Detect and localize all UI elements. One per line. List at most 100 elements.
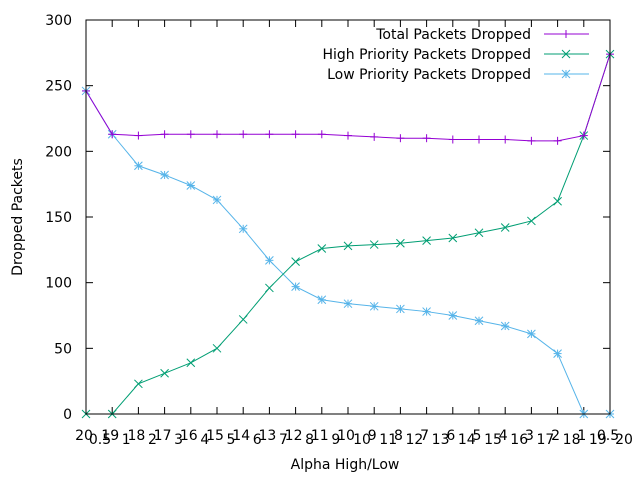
data-point [474, 228, 484, 238]
x-tick-label: 15 [206, 428, 224, 444]
y-tick-label: 200 [45, 144, 72, 160]
data-point [474, 316, 484, 326]
data-point [134, 131, 143, 140]
data-point [475, 135, 483, 144]
x-tick-label: 2 [551, 428, 560, 444]
legend: Total Packets Dropped High Priority Packe… [322, 27, 589, 83]
x-tick-label: 10 [337, 428, 355, 444]
x-tick-label: 6 [253, 432, 262, 448]
y-tick-label: 250 [45, 79, 72, 95]
data-point [343, 241, 353, 251]
data-point [160, 130, 169, 139]
data-point [527, 329, 536, 339]
data-point [422, 236, 431, 245]
data-point [448, 233, 458, 243]
x-tick-label: 0.5 [89, 432, 111, 448]
data-point [553, 349, 562, 358]
x-tick-label: 0.5 [597, 428, 619, 444]
x-tick-label: 5 [227, 432, 236, 448]
data-point [448, 135, 457, 144]
x-tick-label: 7 [420, 428, 429, 444]
x-tick-label: 12 [405, 432, 423, 448]
x-tick-label: 9 [331, 432, 340, 448]
x-tick-label: 16 [510, 432, 528, 448]
plot-area [81, 49, 615, 419]
data-point [553, 136, 562, 145]
data-point [396, 134, 405, 143]
x-tick-label: 15 [484, 432, 502, 448]
x-tick-label: 16 [180, 428, 198, 444]
y-tick-label: 50 [54, 341, 72, 357]
data-point [212, 195, 222, 205]
data-point [527, 216, 536, 226]
data-point [238, 315, 248, 324]
x-tick-label: 18 [563, 432, 581, 448]
x-tick-label: 4 [200, 432, 209, 448]
x-tick-label: 17 [536, 432, 554, 448]
x-tick-label: 19 [101, 428, 119, 444]
data-point [239, 130, 248, 139]
x-tick-label: 11 [311, 428, 329, 444]
x-tick-label: 13 [258, 428, 276, 444]
data-point [370, 132, 379, 141]
data-point [527, 136, 536, 145]
data-point [369, 240, 379, 249]
data-point [396, 304, 405, 314]
data-point [160, 170, 169, 180]
plot-frame [85, 19, 611, 415]
data-point [186, 130, 195, 139]
x-tick-label: 14 [232, 428, 250, 444]
data-point [500, 321, 510, 331]
series-high-priority-packets-dropped [81, 49, 615, 419]
y-axis-ticks: 0 50 100 150 200 250 300 [45, 13, 610, 423]
data-point [265, 283, 274, 293]
data-point [317, 130, 326, 139]
x-tick-label: 13 [432, 432, 450, 448]
data-point [186, 181, 196, 190]
series-total-packets-dropped [82, 50, 614, 145]
data-point [553, 196, 562, 206]
x-tick-label: 9 [368, 428, 377, 444]
legend-label: High Priority Packets Dropped [322, 47, 531, 63]
data-point [265, 130, 274, 139]
x-tick-label: 12 [285, 428, 303, 444]
x-tick-label: 3 [174, 432, 183, 448]
data-point [186, 358, 196, 368]
data-point [579, 131, 588, 140]
data-point [448, 311, 458, 320]
y-axis-label: Dropped Packets [10, 158, 26, 276]
data-point [344, 131, 352, 140]
legend-marker [561, 49, 571, 59]
series-low-priority-packets-dropped [81, 86, 615, 419]
x-tick-label: 2 [148, 432, 157, 448]
y-tick-label: 300 [45, 13, 72, 29]
x-tick-label: 11 [379, 432, 397, 448]
legend-marker [561, 69, 571, 79]
legend-label: Low Priority Packets Dropped [327, 67, 531, 83]
data-point [422, 134, 431, 143]
x-tick-label: 20 [75, 428, 93, 444]
x-tick-label: 5 [473, 428, 482, 444]
data-point [501, 135, 510, 144]
data-point [343, 299, 353, 309]
x-tick-label: 17 [154, 428, 172, 444]
x-tick-label: 1 [122, 432, 131, 448]
x-tick-label: 1 [577, 428, 586, 444]
x-tick-label: 10 [353, 432, 371, 448]
y-tick-label: 100 [45, 276, 72, 292]
data-point [291, 282, 300, 291]
data-point [369, 301, 379, 311]
x-tick-label: 18 [127, 428, 145, 444]
data-point [238, 224, 248, 234]
legend-marker [562, 30, 570, 38]
data-point [160, 368, 169, 378]
data-point [422, 307, 431, 316]
data-point [212, 343, 222, 353]
data-point [317, 244, 327, 253]
x-tick-label: 8 [394, 428, 403, 444]
y-tick-label: 0 [63, 407, 72, 423]
data-point [291, 130, 300, 139]
data-point [134, 161, 143, 171]
x-tick-label: 14 [458, 432, 476, 448]
data-point [317, 295, 327, 305]
